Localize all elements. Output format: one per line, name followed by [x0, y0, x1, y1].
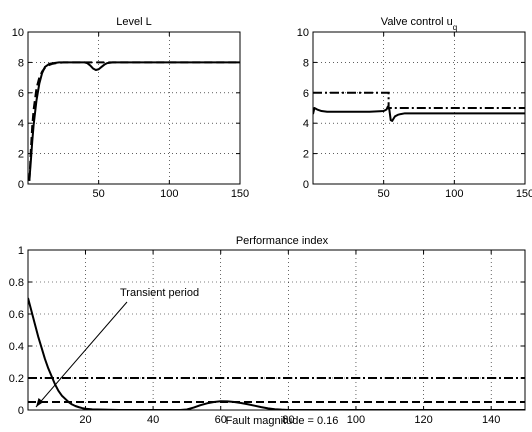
chart-2-x-tick-label: 40 [147, 414, 159, 426]
valve-control-chart: Valve control uq 50 100 150 0 2 4 6 8 10 [297, 16, 532, 200]
chart-2-x-tick-label: 20 [79, 414, 91, 426]
level-chart-title: Level L [116, 16, 151, 28]
chart-0-y-tick-label: 8 [18, 57, 24, 69]
chart-1-y-tick-label: 4 [303, 118, 309, 130]
chart-2-x-tick-label: 120 [414, 414, 432, 426]
chart-1-y-tick-label: 2 [303, 149, 309, 161]
level-chart: Level L 50 100 150 0 2 4 6 8 10 [12, 16, 249, 200]
chart-2-y-tick-label: 0 [18, 405, 24, 417]
chart-2-x-tick-label: 60 [215, 414, 227, 426]
performance-index-chart-title: Performance index [236, 235, 329, 247]
chart-0-x-tick-label: 150 [231, 188, 249, 200]
chart-2-x-tick-label: 140 [482, 414, 500, 426]
chart-1-series-0-line [313, 105, 525, 122]
chart-0-y-tick-label: 2 [18, 149, 24, 161]
transient-period-arrow [35, 301, 128, 408]
chart-1-y-tick-label: 0 [303, 179, 309, 191]
chart-0-axes-box [27, 31, 241, 185]
valve-control-chart-title: Valve control uq [381, 16, 457, 32]
chart-0-y-tick-label: 10 [12, 27, 24, 39]
chart-0-y-tick-label: 0 [18, 179, 24, 191]
performance-index-xlabel: Fault magnitude = 0.16 [226, 415, 339, 427]
chart-1-y-tick-label: 6 [303, 88, 309, 100]
chart-2-y-tick-label: 0.8 [9, 277, 24, 289]
chart-1-x-tick-label: 50 [378, 188, 390, 200]
chart-0-series-0-line [28, 61, 240, 180]
chart-2-y-tick-label: 0.2 [9, 373, 24, 385]
chart-1-series-1-line [313, 91, 525, 109]
chart-1-x-tick-label: 150 [516, 188, 532, 200]
chart-1-y-tick-label: 10 [297, 27, 309, 39]
chart-0-x-tick-label: 50 [93, 188, 105, 200]
chart-2-axes-box [27, 249, 526, 411]
transient-period-arrowhead [36, 398, 44, 407]
chart-1-x-tick-label: 100 [445, 188, 463, 200]
transient-period-annotation: Transient period [120, 287, 199, 299]
performance-index-chart: Performance index Fault magnitude = 0.16… [9, 235, 526, 427]
chart-1-axes-box [312, 31, 526, 185]
chart-0-y-tick-label: 6 [18, 88, 24, 100]
chart-2-series-0-line [28, 297, 525, 410]
chart-0-series-1-line [28, 61, 240, 182]
chart-1-y-tick-label: 8 [303, 57, 309, 69]
chart-2-y-tick-label: 0.4 [9, 341, 24, 353]
chart-0-x-tick-label: 100 [160, 188, 178, 200]
chart-0-y-tick-label: 4 [18, 118, 24, 130]
chart-2-y-tick-label: 1 [18, 245, 24, 257]
chart-2-x-tick-label: 80 [282, 414, 294, 426]
chart-2-x-tick-label: 100 [347, 414, 365, 426]
chart-2-y-tick-label: 0.6 [9, 309, 24, 321]
